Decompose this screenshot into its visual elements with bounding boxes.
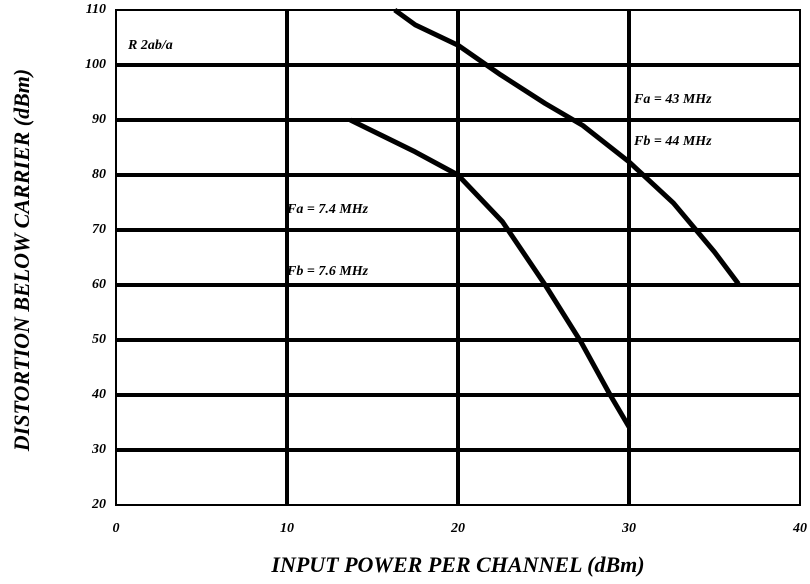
x-axis-label: INPUT POWER PER CHANNEL (dBm) — [270, 552, 644, 577]
x-tick-label: 20 — [450, 521, 465, 536]
y-tick-label: 60 — [92, 277, 106, 292]
y-axis-label: DISTORTION BELOW CARRIER (dBm) — [9, 69, 34, 452]
x-tick-label: 30 — [621, 521, 636, 536]
data-line — [393, 7, 741, 286]
y-tick-label: 50 — [92, 332, 106, 347]
y-tick-label: 20 — [91, 497, 106, 512]
annotation: Fb = 7.6 MHz — [286, 264, 369, 279]
x-tick-label: 10 — [280, 521, 294, 536]
y-tick-label: 80 — [92, 167, 106, 182]
x-tick-label: 0 — [113, 521, 120, 536]
y-tick-label: 110 — [86, 2, 106, 17]
y-tick-label: 40 — [91, 387, 106, 402]
annotation: Fa = 7.4 MHz — [286, 202, 369, 217]
y-tick-label: 100 — [85, 57, 106, 72]
annotation: R 2ab/a — [127, 38, 173, 53]
annotation: Fb = 44 MHz — [633, 134, 712, 149]
x-tick-label: 40 — [792, 521, 807, 536]
y-tick-label: 30 — [91, 442, 106, 457]
annotation: Fa = 43 MHz — [633, 92, 712, 107]
y-tick-label: 70 — [92, 222, 106, 237]
data-line — [349, 117, 632, 429]
y-tick-label: 90 — [92, 112, 106, 127]
